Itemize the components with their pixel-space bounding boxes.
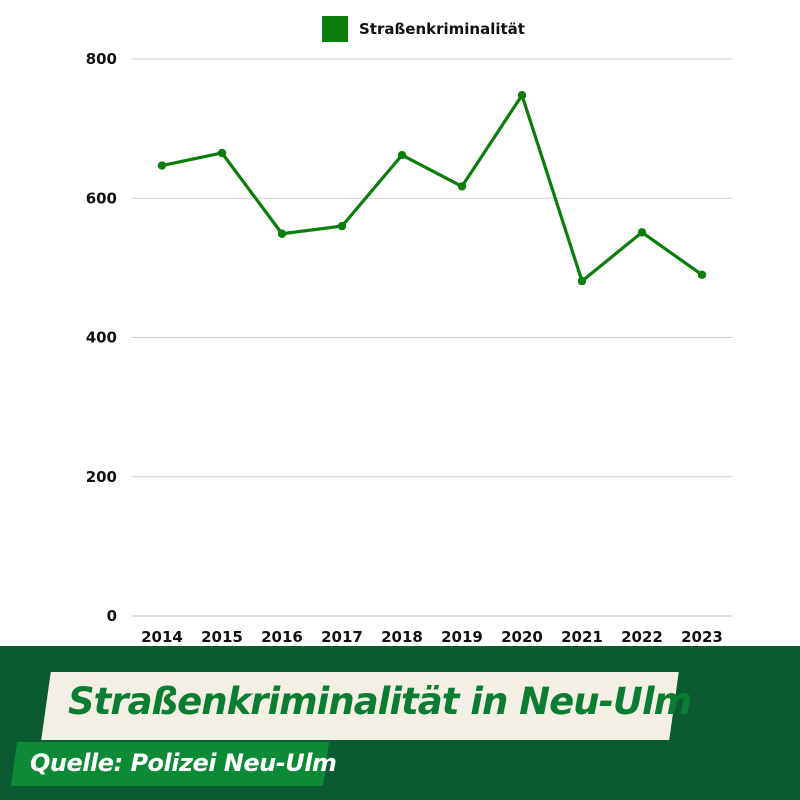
- data-point: [157, 161, 167, 170]
- legend-label: Straßenkriminalität: [359, 20, 525, 38]
- y-tick-label: 600: [86, 189, 117, 207]
- y-tick-label: 800: [86, 50, 117, 68]
- x-tick-label: 2022: [621, 628, 663, 646]
- x-tick-label: 2018: [381, 628, 423, 646]
- x-tick-label: 2014: [141, 628, 183, 646]
- data-point: [637, 228, 647, 237]
- data-point: [697, 270, 707, 280]
- x-tick-label: 2021: [561, 628, 603, 646]
- data-point: [397, 150, 407, 160]
- data-point: [577, 276, 587, 286]
- y-tick-label: 0: [107, 607, 117, 625]
- chart-legend: Straßenkriminalität: [322, 16, 525, 42]
- legend-swatch: [322, 16, 348, 42]
- y-tick-label: 200: [86, 468, 117, 486]
- data-point: [517, 91, 527, 100]
- chart-area: 0 200 400 600 800 2014 2015 2016 2017 2018 2019 202…: [86, 16, 732, 646]
- y-tick-label: 400: [86, 329, 117, 347]
- x-tick-label: 2017: [321, 628, 363, 646]
- data-point: [217, 148, 227, 158]
- x-tick-label: 2015: [201, 628, 243, 646]
- page-title: Straßenkriminalität in Neu-Ulm: [68, 680, 692, 723]
- x-tick-label: 2016: [261, 628, 303, 646]
- line-chart: 0 200 400 600 800 2014 2015 2016 2017 2018 2019 202…: [86, 50, 732, 646]
- series-line: [160, 93, 704, 283]
- x-tick-label: 2023: [681, 628, 723, 646]
- data-point: [337, 221, 347, 231]
- x-tick-label: 2020: [501, 628, 543, 646]
- x-tick-label: 2019: [441, 628, 483, 646]
- footer-banner: Straßenkriminalität in Neu-Ulm Quelle: P…: [0, 646, 800, 800]
- data-point: [277, 229, 287, 238]
- source-label: Quelle: Polizei Neu-Ulm: [30, 749, 337, 777]
- data-point: [457, 182, 467, 191]
